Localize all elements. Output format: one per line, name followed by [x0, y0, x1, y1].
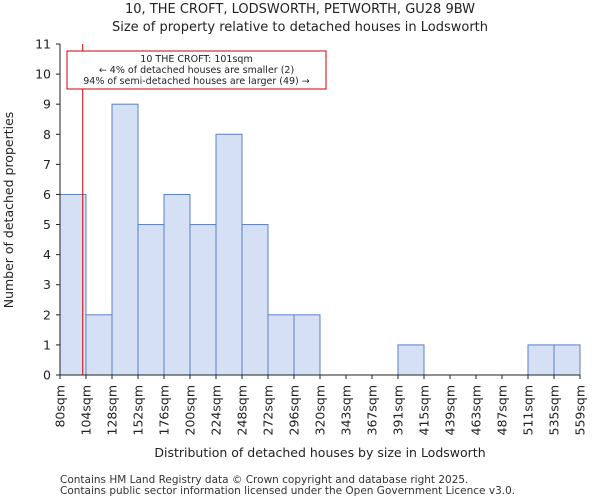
bar-80sqm	[59, 193, 87, 376]
annotation-line-1: 10 THE CROFT: 101sqm	[140, 54, 252, 65]
x-tick-label: 487sqm	[495, 385, 510, 435]
bar-200sqm	[189, 224, 217, 376]
y-tick-label: 3	[43, 277, 51, 292]
y-tick-label: 4	[43, 247, 51, 262]
bar-128sqm	[111, 103, 139, 376]
bar-104sqm	[85, 314, 113, 376]
property-marker: 10 THE CROFT: 101sqm← 4% of detached hou…	[66, 44, 327, 375]
x-tick-label: 248sqm	[235, 385, 250, 435]
y-tick-label: 8	[43, 127, 51, 142]
y-axis-ticks: 0 1 2 3 4 5 6 7 8 9 10 11	[35, 37, 60, 383]
x-tick-label: 367sqm	[365, 385, 380, 435]
x-tick-label: 200sqm	[183, 385, 198, 435]
bar-224sqm	[215, 133, 243, 376]
x-tick-label: 104sqm	[79, 385, 94, 435]
y-tick-label: 10	[35, 67, 51, 82]
x-tick-label: 80sqm	[53, 385, 68, 428]
bar-391sqm	[397, 344, 425, 376]
chart-title: 10, THE CROFT, LODSWORTH, PETWORTH, GU28…	[124, 2, 476, 17]
x-tick-label: 152sqm	[131, 385, 146, 435]
y-tick-label: 9	[43, 97, 51, 112]
x-tick-label: 511sqm	[521, 385, 536, 435]
x-tick-label: 320sqm	[313, 385, 328, 435]
x-axis-ticks: 80sqm 104sqm 128sqm 152sqm 176sqm 200sqm 224sq…	[53, 375, 588, 435]
bar-152sqm	[137, 224, 165, 376]
y-tick-label: 7	[43, 157, 51, 172]
bar-535sqm	[553, 344, 581, 376]
x-axis-label: Distribution of detached houses by size …	[154, 445, 485, 460]
y-tick-label: 6	[43, 187, 51, 202]
footer-line-1: Contains HM Land Registry data © Crown c…	[60, 474, 469, 486]
x-tick-label: 439sqm	[443, 385, 458, 435]
annotation-line-3: 94% of semi-detached houses are larger (…	[83, 76, 310, 87]
x-tick-label: 463sqm	[469, 385, 484, 435]
x-tick-label: 415sqm	[417, 385, 432, 435]
y-tick-label: 0	[43, 368, 51, 383]
bar-248sqm	[241, 224, 269, 376]
x-tick-label: 272sqm	[261, 385, 276, 435]
y-tick-label: 5	[43, 217, 51, 232]
x-tick-label: 128sqm	[105, 385, 120, 435]
x-tick-label: 296sqm	[287, 385, 302, 435]
bar-511sqm	[527, 344, 555, 376]
bar-296sqm	[293, 314, 321, 376]
x-tick-label: 224sqm	[209, 385, 224, 435]
y-axis-label: Number of detached properties	[1, 112, 16, 309]
footer-line-2: Contains public sector information licen…	[60, 485, 516, 497]
annotation-box	[66, 50, 327, 90]
x-tick-label: 559sqm	[573, 385, 588, 435]
bar-272sqm	[267, 314, 295, 376]
x-tick-label: 176sqm	[157, 385, 172, 435]
bar-176sqm	[163, 193, 191, 376]
y-tick-label: 2	[43, 307, 51, 322]
axes	[59, 44, 580, 376]
x-tick-label: 391sqm	[391, 385, 406, 435]
x-tick-label: 343sqm	[339, 385, 354, 435]
annotation-line-2: ← 4% of detached houses are smaller (2)	[99, 65, 294, 76]
x-tick-label: 535sqm	[547, 385, 562, 435]
chart-subtitle: Size of property relative to detached ho…	[111, 20, 489, 35]
y-tick-label: 1	[43, 337, 51, 352]
y-tick-label: 11	[35, 37, 51, 52]
bars-group	[59, 103, 581, 376]
